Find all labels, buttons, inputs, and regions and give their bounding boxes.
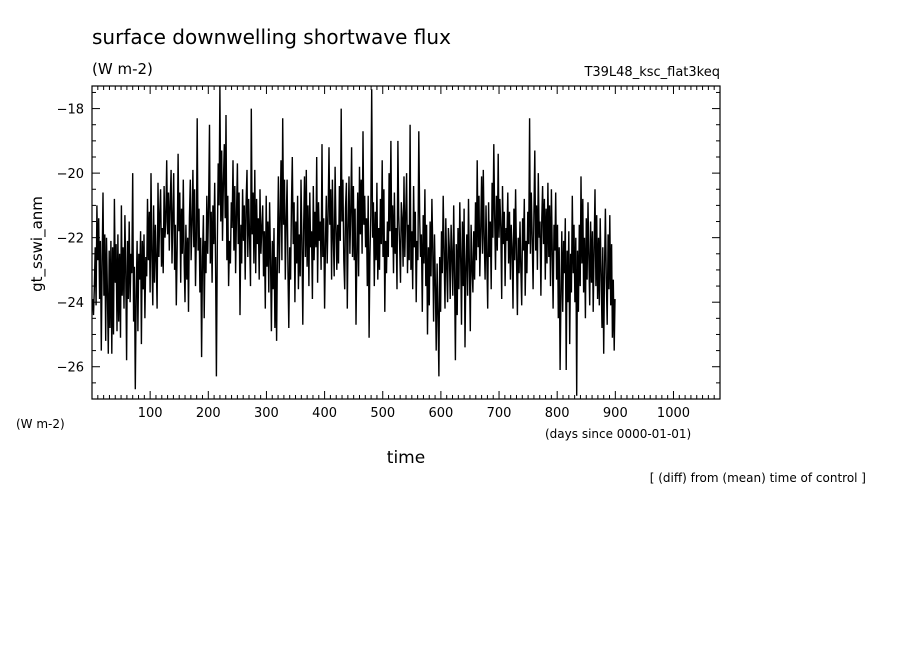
y-axis-label: gt_sswi_anm: [28, 196, 47, 292]
x-tick-label: 300: [254, 406, 279, 421]
series-line-0: [91, 85, 616, 396]
x-tick-label: 700: [487, 406, 512, 421]
y-tick-label: −18: [57, 103, 84, 118]
x-axis-units: (days since 0000-01-01): [545, 427, 691, 441]
x-tick-label: 400: [312, 406, 337, 421]
x-tick-label: 600: [428, 406, 453, 421]
run-label: T39L48_ksc_flat3keq: [583, 65, 720, 80]
chart-title: surface downwelling shortwave flux: [92, 25, 451, 49]
units-label: (W m-2): [92, 60, 153, 78]
plot-area: 100 200 300 400 500 600 700 800 900 1000 −18 −20 −22…: [57, 85, 721, 421]
x-tick-label: 200: [196, 406, 221, 421]
y-tick-label: −22: [57, 232, 84, 247]
x-tick-label: 900: [603, 406, 628, 421]
y-axis-units: (W m-2): [16, 417, 65, 431]
x-tick-label: 500: [370, 406, 395, 421]
y-tick-label: −26: [57, 361, 84, 376]
y-tick-label: −20: [57, 167, 84, 182]
x-tick-label: 800: [545, 406, 570, 421]
y-tick-label: −24: [57, 296, 84, 311]
x-tick-label: 100: [138, 406, 163, 421]
x-tick-label: 1000: [657, 406, 690, 421]
footnote: [ (diff) from (mean) time of control ]: [650, 471, 866, 485]
x-axis-label: time: [387, 448, 425, 468]
